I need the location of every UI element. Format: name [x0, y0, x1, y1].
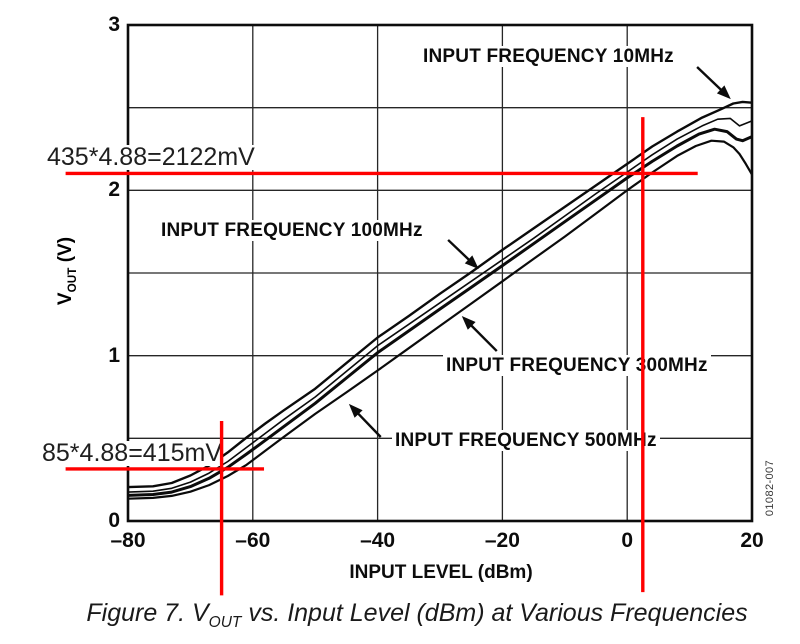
curve-label-100mhz: INPUT FREQUENCY 100MHz [158, 220, 426, 241]
curve-input-frequency-300mhz [128, 127, 752, 497]
red-annotation-lower: 85*4.88=415mV [41, 439, 224, 467]
y-axis-title-subscript: OUT [65, 267, 79, 293]
curve-label-500mhz: INPUT FREQUENCY 500MHz [392, 430, 660, 451]
arrowhead-10MHz-icon [716, 85, 731, 100]
arrowhead-100MHz-icon [464, 255, 479, 269]
arrow-stem-500MHz [354, 409, 382, 438]
x-tick-label: 0 [621, 529, 634, 552]
arrow-stem-300MHz [467, 321, 498, 352]
curve-label-10mhz: INPUT FREQUENCY 10MHz [420, 46, 677, 67]
x-tick-label: –80 [110, 529, 146, 552]
x-tick-label: 20 [740, 529, 764, 552]
caption-vout-subscript: OUT [208, 614, 242, 631]
arrowhead-500MHz-icon [348, 403, 363, 418]
y-axis-title: VOUT (V) [55, 236, 79, 306]
arrowhead-300MHz-icon [461, 316, 476, 330]
x-tick-label: –20 [484, 529, 520, 552]
arrow-stem-100MHz [447, 239, 473, 264]
figure-caption: Figure 7. VOUT vs. Input Level (dBm) at … [86, 599, 748, 631]
arrow-stem-10MHz [696, 66, 726, 94]
y-tick-label: 0 [108, 509, 120, 532]
curve-label-300mhz: INPUT FREQUENCY 300MHz [443, 355, 711, 376]
y-tick-label: 1 [108, 343, 120, 367]
x-axis-title: INPUT LEVEL (dBm) [349, 562, 533, 583]
y-tick-label: 3 [108, 13, 120, 36]
y-tick-label: 2 [108, 178, 120, 202]
red-annotation-upper: 435*4.88=2122mV [46, 143, 256, 171]
plot-border [126, 23, 754, 523]
x-tick-label: –40 [360, 529, 396, 552]
figure-number-watermark: 01082-007 [764, 459, 776, 517]
x-tick-label: –60 [235, 529, 271, 552]
